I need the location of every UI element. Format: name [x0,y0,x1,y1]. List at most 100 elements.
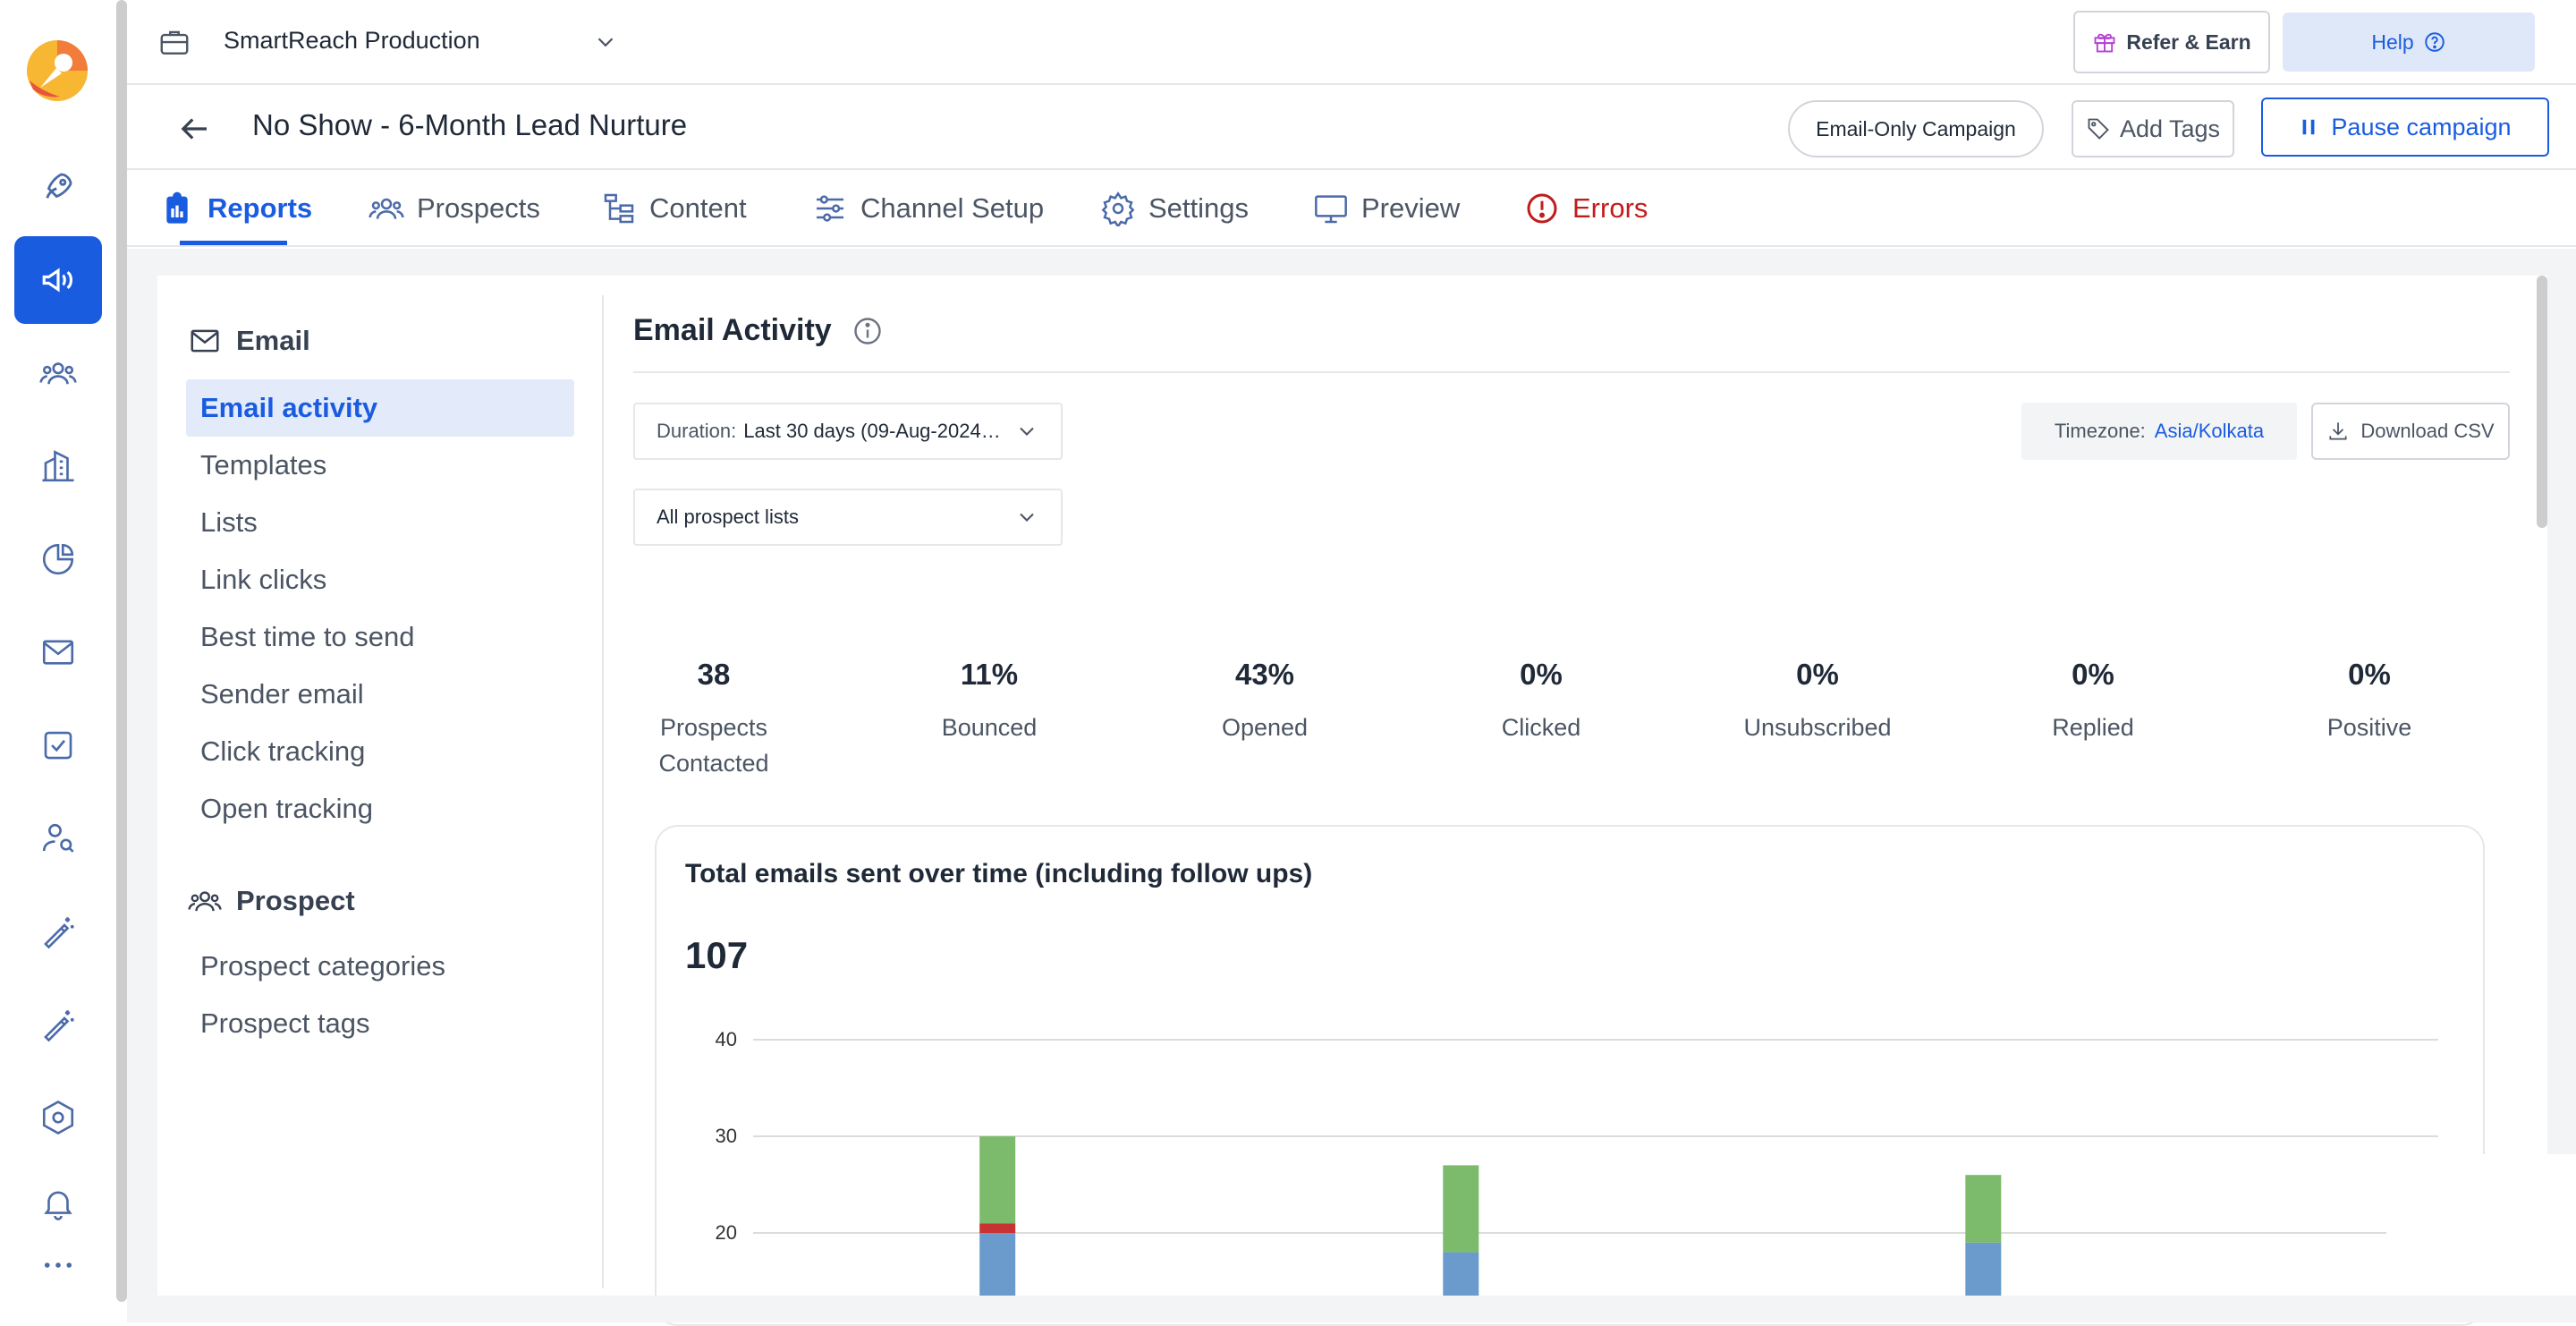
nav-email-activity[interactable]: Email activity [186,379,574,437]
nav-link-clicks[interactable]: Link clicks [200,564,327,595]
stat-positive: 0% Positive [2262,658,2477,745]
pause-icon [2299,117,2318,137]
chart-title: Total emails sent over time (including f… [685,859,1313,888]
stat-value: 0% [1520,658,1563,691]
nav-prospect-tags[interactable]: Prospect tags [200,1007,370,1039]
tree-structure-icon [601,191,637,226]
email-activity-title: Email Activity [633,313,832,347]
rail-ai-wand-icon[interactable] [14,981,102,1068]
left-nav-rail [0,0,116,1322]
campaign-header: No Show - 6-Month Lead Nurture Email-Onl… [127,87,2576,170]
gear-icon [1100,191,1136,226]
tab-prospects[interactable]: Prospects [369,170,540,247]
stat-value: 0% [1796,658,1839,691]
stat-label: Clicked [1501,714,1581,741]
campaign-type-pill: Email-Only Campaign [1788,100,2044,157]
rail-campaigns-icon[interactable] [14,236,102,324]
timezone-value[interactable]: Asia/Kolkata [2154,420,2265,442]
duration-value: Last 30 days (09-Aug-2024 - 07-Sep-2024) [743,420,1002,442]
chevron-down-icon [1002,419,1039,444]
nav-prospect-categories[interactable]: Prospect categories [200,950,445,982]
clipboard-chart-icon [159,191,195,226]
tab-errors-label: Errors [1572,192,1648,224]
rail-more-icon[interactable] [14,1238,102,1292]
add-tags-button[interactable]: Add Tags [2072,100,2234,157]
y-tick-label: 20 [716,1221,737,1244]
tab-errors[interactable]: Errors [1524,170,1648,247]
help-button[interactable]: Help [2283,13,2535,72]
stat-label: Bounced [941,714,1038,741]
rail-prospect-search-icon[interactable] [14,795,102,882]
chart-bar-segment[interactable] [1965,1175,2002,1243]
refer-earn-button[interactable]: Refer & Earn [2073,11,2270,73]
rail-scrollbar[interactable] [116,0,127,1302]
download-csv-button[interactable]: Download CSV [2311,403,2510,460]
rail-reports-pie-icon[interactable] [14,515,102,603]
mail-icon [188,324,222,358]
nav-open-tracking[interactable]: Open tracking [200,793,373,824]
rail-bell-icon[interactable] [14,1160,102,1247]
tab-settings[interactable]: Settings [1100,170,1249,247]
rail-magic-wand-icon[interactable] [14,888,102,975]
top-bar: SmartReach Production Refer & Earn Help [127,0,2576,85]
panel-scrollbar[interactable] [2537,276,2547,528]
stat-bounced: 11% Bounced [882,658,1097,745]
tab-settings-label: Settings [1148,192,1250,224]
nav-click-tracking[interactable]: Click tracking [200,735,366,767]
stat-clicked: 0% Clicked [1434,658,1648,745]
stat-value: 0% [2072,658,2114,691]
duration-select[interactable]: Duration: Last 30 days (09-Aug-2024 - 07… [633,403,1063,460]
email-section-label: Email [236,325,310,356]
back-arrow-icon[interactable] [175,110,213,148]
stat-opened: 43% Opened [1157,658,1372,745]
chart-bar-segment[interactable] [1443,1252,1479,1297]
rail-team-icon[interactable] [14,329,102,417]
download-icon [2326,420,2350,443]
users-icon [188,884,222,918]
workspace-name[interactable]: SmartReach Production [224,27,480,54]
bottom-strip [127,1296,2576,1322]
chart-bar-segment[interactable] [979,1136,1016,1224]
chevron-down-icon[interactable] [592,29,619,55]
rail-accounts-icon[interactable] [14,422,102,510]
heading-divider [633,371,2510,373]
tab-channel-setup-label: Channel Setup [860,192,1045,224]
rail-inbox-mail-icon[interactable] [14,608,102,696]
chart-bar-segment[interactable] [979,1223,1016,1233]
nav-sender-email[interactable]: Sender email [200,678,364,710]
chart-bar-segment[interactable] [1965,1242,2002,1297]
chart-bar-segment[interactable] [979,1233,1016,1297]
tag-icon [2086,116,2111,141]
rail-settings-hex-icon[interactable] [14,1074,102,1161]
pause-campaign-button[interactable]: Pause campaign [2261,98,2549,157]
campaign-title[interactable]: No Show - 6-Month Lead Nurture [252,108,688,141]
tab-preview[interactable]: Preview [1313,170,1460,247]
nav-templates[interactable]: Templates [200,449,327,480]
tab-reports[interactable]: Reports [159,170,312,247]
help-label: Help [2371,30,2414,54]
prospect-section-label: Prospect [236,885,355,916]
chart-overlay-blank [2386,1154,2576,1306]
gift-icon [2092,30,2117,55]
nav-lists[interactable]: Lists [200,506,258,538]
rail-rocket-icon[interactable] [14,143,102,231]
duration-label: Duration: [657,420,737,442]
tab-content[interactable]: Content [601,170,747,247]
y-tick-label: 30 [716,1125,737,1147]
users-icon [369,191,404,226]
emails-sent-chart-card [655,825,2485,1326]
tab-reports-label: Reports [208,192,313,224]
email-section-heading: Email [188,324,310,358]
stat-unsubscribed: 0% Unsubscribed [1710,658,1925,745]
info-icon[interactable] [852,315,884,347]
chart-total: 107 [685,934,749,976]
stat-replied: 0% Replied [1986,658,2200,745]
nav-best-time-to-send[interactable]: Best time to send [200,621,415,652]
smartreach-logo-icon[interactable] [24,38,90,104]
rail-tasks-check-icon[interactable] [14,701,102,789]
refer-earn-label: Refer & Earn [2126,30,2251,54]
campaign-tabs: Reports Prospects Content Channel Setup … [127,170,2576,247]
prospect-list-select[interactable]: All prospect lists [633,489,1063,546]
chart-bar-segment[interactable] [1443,1165,1479,1253]
tab-channel-setup[interactable]: Channel Setup [812,170,1044,247]
